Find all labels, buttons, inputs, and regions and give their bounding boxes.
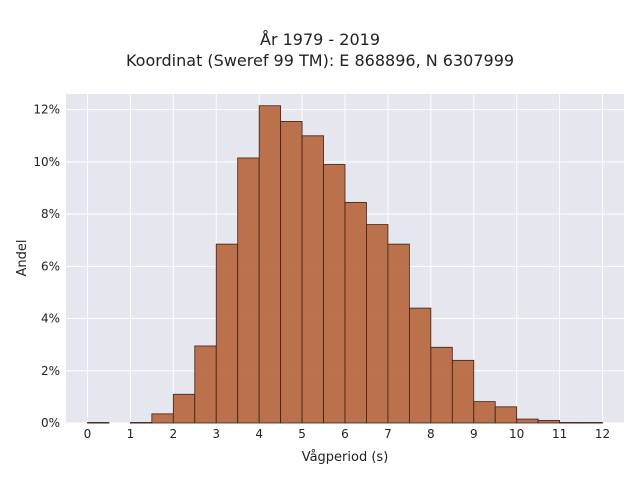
histogram-bar: [451, 359, 475, 424]
histogram-bar: [537, 419, 561, 424]
histogram-bar: [494, 406, 518, 424]
histogram-bar: [408, 307, 432, 424]
histogram-bar: [430, 346, 453, 424]
y-tick-label: 8%: [41, 207, 60, 221]
histogram-bar: [473, 401, 496, 424]
chart-title-line-2: Koordinat (Sweref 99 TM): E 868896, N 63…: [125, 51, 515, 70]
x-tick-label: 0: [84, 427, 92, 441]
x-tick-label: 8: [427, 427, 435, 441]
y-tick-label: 10%: [33, 155, 60, 169]
x-axis-ticks: 0 1 2 3 4 5 6 7 8 9 10 11 12: [84, 427, 611, 441]
x-tick-label: 6: [341, 427, 349, 441]
y-axis-ticks: 0% 2% 4% 6% 8% 10% 12%: [33, 103, 60, 430]
histogram-bar: [280, 121, 303, 424]
y-tick-label: 12%: [33, 103, 60, 117]
x-tick-label: 12: [595, 427, 610, 441]
histogram-bar: [194, 345, 217, 424]
histogram-bar: [559, 422, 582, 424]
histogram-bar: [516, 418, 539, 424]
bars: [87, 105, 603, 424]
y-tick-label: 4%: [41, 312, 60, 326]
x-tick-label: 1: [127, 427, 135, 441]
histogram-bar: [151, 413, 174, 424]
histogram-bar: [258, 105, 282, 424]
histogram-bar: [129, 422, 153, 424]
y-tick-label: 6%: [41, 259, 60, 273]
histogram-bar: [323, 164, 346, 424]
y-axis-label: Andel: [15, 240, 30, 277]
x-tick-label: 5: [298, 427, 306, 441]
y-tick-label: 0%: [41, 416, 60, 430]
x-tick-label: 3: [212, 427, 220, 441]
histogram-bar: [172, 393, 196, 424]
y-tick-label: 2%: [41, 364, 60, 378]
histogram-bar: [87, 422, 110, 424]
histogram-bar: [215, 243, 239, 424]
x-tick-label: 4: [255, 427, 263, 441]
histogram-bar: [237, 157, 260, 424]
x-axis-label: Vågperiod (s): [302, 450, 389, 465]
x-tick-label: 2: [169, 427, 177, 441]
histogram-bar: [387, 243, 410, 424]
histogram-bar: [366, 224, 389, 424]
histogram-bar: [580, 422, 603, 424]
x-tick-label: 9: [470, 427, 478, 441]
x-tick-label: 7: [384, 427, 392, 441]
histogram-bar: [301, 135, 324, 424]
x-tick-label: 11: [552, 427, 567, 441]
histogram-bar: [344, 201, 367, 424]
x-tick-label: 10: [509, 427, 524, 441]
chart-title-line-1: År 1979 - 2019: [260, 30, 380, 49]
